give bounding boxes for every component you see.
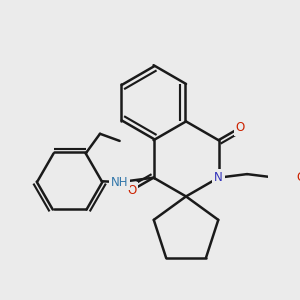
Text: NH: NH — [111, 176, 128, 189]
Text: O: O — [127, 184, 136, 197]
Text: O: O — [296, 171, 300, 184]
Text: O: O — [236, 121, 245, 134]
Text: N: N — [214, 171, 223, 184]
